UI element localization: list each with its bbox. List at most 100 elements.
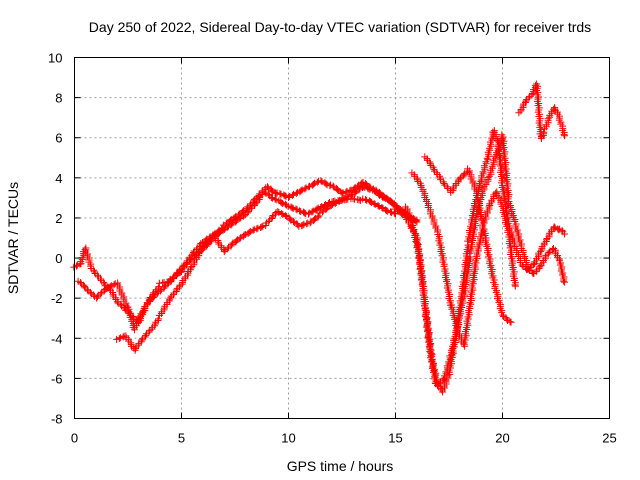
data-point (313, 205, 321, 213)
data-point (342, 188, 350, 196)
data-point (274, 207, 282, 215)
data-point (90, 266, 98, 274)
data-point (258, 223, 266, 231)
data-point (440, 180, 448, 188)
data-point (511, 282, 519, 290)
data-point (228, 240, 236, 248)
data-point (436, 380, 444, 388)
data-point (151, 322, 159, 330)
data-point (299, 221, 307, 229)
data-point (94, 271, 102, 279)
data-point (413, 174, 421, 182)
data-point (378, 203, 386, 211)
data-point (286, 192, 294, 200)
data-point (388, 209, 396, 217)
y-tick-label: 10 (48, 51, 62, 66)
data-point (254, 224, 262, 232)
data-point (485, 203, 493, 211)
data-point (544, 250, 552, 258)
data-point (161, 283, 169, 291)
data-point (254, 193, 262, 201)
data-point (313, 178, 321, 186)
data-point (335, 197, 343, 205)
data-point (525, 94, 533, 102)
data-point (559, 277, 567, 285)
data-point (297, 187, 305, 195)
data-point (532, 268, 540, 276)
data-point (340, 195, 348, 203)
data-point (271, 195, 279, 203)
data-point (166, 295, 174, 303)
data-point (281, 192, 289, 200)
data-point (249, 226, 257, 234)
data-point (545, 249, 553, 257)
y-tick-label: -8 (51, 412, 63, 427)
data-point (244, 209, 252, 217)
data-point (308, 208, 316, 216)
data-point (361, 183, 369, 191)
data-point (327, 201, 335, 209)
x-axis-label: GPS time / hours (287, 458, 394, 474)
data-point (267, 193, 275, 201)
data-point (309, 180, 317, 188)
data-point (285, 193, 292, 201)
data-point (338, 189, 346, 197)
data-point (115, 335, 123, 343)
data-point (371, 200, 379, 208)
data-point (331, 199, 339, 207)
data-point (100, 280, 108, 288)
data-point (199, 243, 207, 251)
data-point (521, 98, 529, 106)
data-point (137, 338, 145, 346)
data-point (259, 222, 267, 230)
data-point (140, 306, 148, 314)
data-point (106, 283, 114, 291)
data-point (90, 268, 98, 276)
data-point (328, 200, 336, 208)
data-point (439, 178, 447, 186)
data-point (550, 223, 558, 231)
data-point (374, 201, 382, 209)
y-tick-label: 6 (55, 131, 62, 146)
x-tick-label: 20 (495, 431, 509, 446)
data-point (154, 317, 162, 325)
data-point (302, 184, 310, 192)
data-point (426, 158, 434, 166)
data-point (278, 199, 286, 207)
data-point (339, 189, 347, 197)
data-point (249, 198, 257, 206)
data-point (544, 115, 552, 123)
data-point (138, 336, 146, 344)
data-point (561, 278, 569, 286)
data-point (97, 290, 105, 298)
chart-title: Day 250 of 2022, Sidereal Day-to-day VTE… (89, 19, 591, 35)
data-point (305, 183, 313, 191)
data-point (253, 225, 261, 233)
data-point (370, 199, 378, 207)
data-point (80, 283, 88, 291)
data-point (239, 207, 247, 215)
data-point (387, 208, 394, 216)
data-point (288, 204, 296, 212)
data-series (70, 80, 569, 396)
data-point (203, 239, 211, 247)
data-point (507, 318, 515, 326)
x-tick-label: 10 (281, 431, 295, 446)
data-point (190, 249, 198, 257)
data-point (314, 213, 322, 221)
x-tick-label: 15 (388, 431, 402, 446)
y-axis-label: SDTVAR / TECUs (5, 182, 21, 294)
y-tick-label: -6 (51, 371, 63, 386)
data-point (187, 264, 195, 272)
y-tick-label: -2 (51, 291, 63, 306)
data-point (265, 218, 273, 226)
data-point (388, 199, 396, 207)
data-point (383, 207, 391, 215)
data-point (362, 196, 370, 204)
series-arc-6 (408, 169, 520, 350)
data-point (346, 187, 354, 195)
data-point (555, 226, 563, 234)
data-point (164, 280, 172, 288)
data-point (443, 183, 451, 191)
